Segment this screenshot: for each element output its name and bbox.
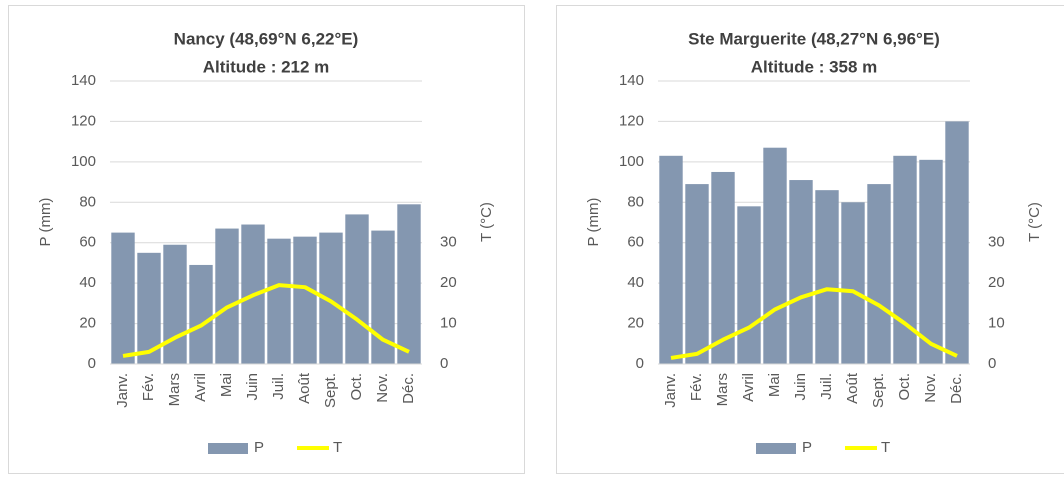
x-tick-label: Mai	[218, 373, 235, 397]
x-tick-label: Fév.	[140, 373, 157, 401]
x-tick-label: Nov.	[922, 373, 939, 403]
bar	[215, 228, 239, 364]
y-tick-label: 100	[619, 153, 644, 170]
bar	[867, 184, 891, 364]
x-tick-label: Avril	[740, 373, 757, 402]
bar	[945, 121, 969, 364]
temperature-line	[670, 287, 958, 360]
x-tick-label: Nov.	[374, 373, 391, 403]
y-tick-label: 140	[71, 72, 96, 89]
x-tick-label: Déc.	[400, 373, 417, 404]
temperature-line	[122, 283, 410, 358]
bar	[659, 155, 683, 364]
x-tick-label: Juin	[792, 373, 809, 401]
legend-label: P	[254, 439, 264, 456]
bar	[267, 238, 291, 364]
y-tick-label: 60	[79, 234, 96, 251]
legend-swatch	[756, 443, 796, 454]
chart-subtitle: Altitude : 358 m	[751, 57, 878, 76]
y2-tick-label: 30	[440, 234, 457, 251]
x-tick-label: Août	[296, 372, 313, 404]
x-tick-label: Déc.	[948, 373, 965, 404]
bar	[137, 252, 161, 364]
bar	[293, 236, 317, 364]
y-tick-label: 120	[71, 112, 96, 129]
x-tick-label: Oct.	[896, 373, 913, 401]
y-tick-label: 140	[619, 72, 644, 89]
y-axis-label: P (mm)	[585, 198, 602, 247]
y2-tick-label: 10	[440, 315, 457, 332]
chart-subtitle: Altitude : 212 m	[203, 57, 330, 76]
bar	[111, 232, 135, 364]
y2-tick-label: 20	[988, 274, 1005, 291]
bar	[685, 184, 709, 364]
y2-tick-label: 10	[988, 315, 1005, 332]
chart-title: Ste Marguerite (48,27°N 6,96°E)	[688, 29, 940, 48]
x-tick-label: Avril	[192, 373, 209, 402]
x-tick-label: Juil.	[818, 373, 835, 400]
x-tick-label: Mai	[766, 373, 783, 397]
bar	[189, 264, 213, 364]
bar	[397, 204, 421, 364]
y-axis-label: P (mm)	[37, 198, 54, 247]
bar	[737, 206, 761, 364]
panel-border	[556, 5, 1064, 474]
chart-panel: Nancy (48,69°N 6,22°E) Altitude : 212 m P …	[8, 5, 525, 474]
bar	[371, 230, 395, 364]
x-tick-label: Sept.	[322, 373, 339, 408]
x-tick-label: Mars	[714, 373, 731, 406]
y-tick-label: 120	[619, 112, 644, 129]
y2-tick-label: 0	[440, 355, 448, 372]
bar	[711, 171, 735, 364]
y2-axis-label: T (°C)	[1026, 202, 1043, 242]
x-tick-label: Août	[844, 372, 861, 404]
bar	[815, 190, 839, 364]
legend-label: T	[333, 439, 342, 456]
x-tick-label: Janv.	[662, 373, 679, 408]
x-tick-label: Janv.	[114, 373, 131, 408]
y-tick-label: 60	[627, 234, 644, 251]
y2-tick-label: 20	[440, 274, 457, 291]
y2-axis-label: T (°C)	[478, 202, 495, 242]
bar	[163, 244, 187, 364]
chart-title: Nancy (48,69°N 6,22°E)	[174, 29, 359, 48]
legend-label: T	[881, 439, 890, 456]
bar	[345, 214, 369, 364]
y-tick-label: 40	[627, 274, 644, 291]
bar	[789, 180, 813, 364]
y2-tick-label: 0	[988, 355, 996, 372]
y-tick-label: 40	[79, 274, 96, 291]
panel-border	[8, 5, 525, 474]
x-tick-label: Juil.	[270, 373, 287, 400]
bar	[319, 232, 343, 364]
legend-swatch	[208, 443, 248, 454]
y-tick-label: 80	[627, 193, 644, 210]
bar	[763, 147, 787, 364]
legend-label: P	[802, 439, 812, 456]
x-tick-label: Oct.	[348, 373, 365, 401]
y-tick-label: 0	[88, 355, 96, 372]
y2-tick-label: 30	[988, 234, 1005, 251]
y-tick-label: 0	[636, 355, 644, 372]
y-tick-label: 80	[79, 193, 96, 210]
x-tick-label: Sept.	[870, 373, 887, 408]
bar	[893, 155, 917, 364]
y-tick-label: 100	[71, 153, 96, 170]
y-tick-label: 20	[79, 315, 96, 332]
y-tick-label: 20	[627, 315, 644, 332]
bar	[841, 202, 865, 364]
bar	[919, 159, 943, 364]
chart-panel: Ste Marguerite (48,27°N 6,96°E) Altitude …	[556, 5, 1064, 474]
x-tick-label: Mars	[166, 373, 183, 406]
x-tick-label: Fév.	[688, 373, 705, 401]
x-tick-label: Juin	[244, 373, 261, 401]
